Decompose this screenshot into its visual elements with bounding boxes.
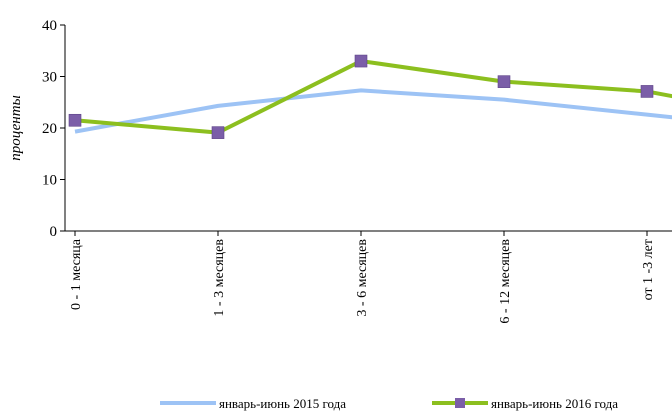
data-point-marker [497, 75, 511, 88]
series-1 [74, 88, 672, 134]
y-axis-label: проценты [8, 95, 24, 160]
x-category-label: 0 - 1 месяца [69, 238, 84, 310]
series-line [74, 59, 672, 135]
series-layer [68, 54, 672, 139]
y-tick-label: 30 [42, 70, 57, 86]
legend-item-2: январь-июнь 2016 года [432, 396, 618, 411]
series-2 [68, 54, 672, 139]
y-tick-label: 10 [42, 173, 57, 189]
series-line [74, 88, 672, 134]
y-tick-label: 0 [50, 224, 58, 240]
x-category-label: 1 - 3 месяцев [212, 239, 227, 317]
data-point-marker [640, 85, 654, 98]
legend-item-1: январь-июнь 2015 года [160, 396, 346, 411]
y-tick-label: 40 [42, 18, 57, 34]
x-ticks: 0 - 1 месяца 1 - 3 месяцев 3 - 6 месяцев 6 … [69, 231, 656, 324]
legend-label: январь-июнь 2016 года [491, 396, 618, 411]
legend-marker [455, 398, 465, 408]
x-category-label: 6 - 12 месяцев [498, 239, 513, 324]
legend: январь-июнь 2015 года январь-июнь 2016 го… [160, 396, 618, 411]
legend-label: январь-июнь 2015 года [219, 396, 346, 411]
y-ticks: 0 10 20 30 40 [42, 18, 65, 240]
y-tick-label: 20 [42, 121, 57, 137]
data-point-marker [68, 113, 82, 127]
data-point-marker [211, 126, 225, 139]
x-category-label: 3 - 6 месяцев [355, 239, 370, 317]
x-category-label: от 1 -3 лет [641, 239, 656, 300]
data-point-marker [354, 54, 368, 68]
